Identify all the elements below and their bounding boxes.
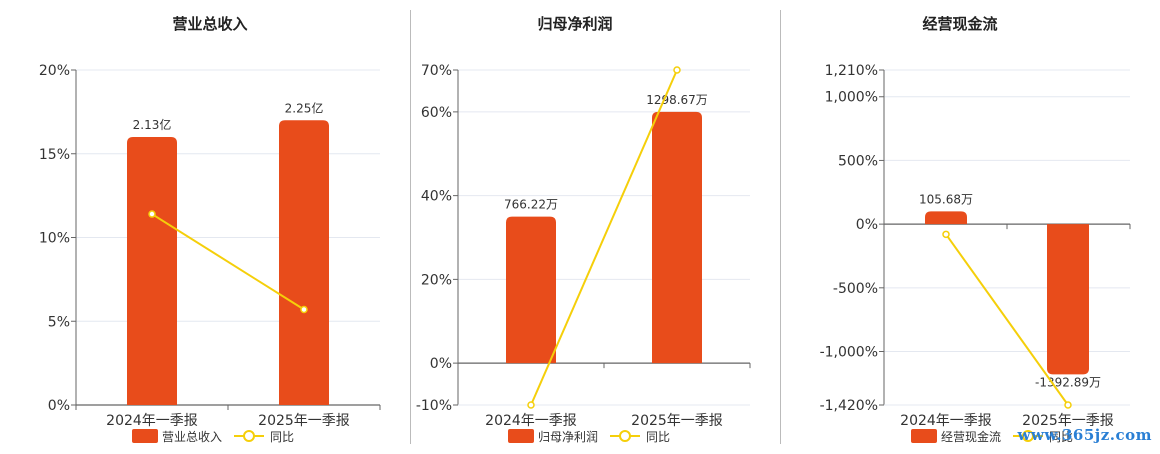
y-tick-label: -1,420%: [820, 398, 878, 414]
bar-data-label: 2.25亿: [285, 100, 324, 115]
y-tick-label: 20%: [39, 63, 70, 79]
bar[interactable]: [652, 111, 702, 364]
yoy-point[interactable]: [673, 66, 681, 74]
legend-line-label: 同比: [270, 430, 294, 444]
chart-title: 营业总收入: [172, 15, 247, 33]
watermark: www.365jz.com: [1017, 426, 1152, 444]
y-tick-label: -1,000%: [820, 345, 878, 361]
y-tick-label: 0%: [430, 356, 452, 372]
y-tick-label: 10%: [39, 231, 70, 247]
bar-data-label: -1392.89万: [1035, 375, 1101, 389]
y-tick-label: 0%: [48, 398, 70, 414]
y-tick-label: 500%: [838, 153, 878, 169]
y-tick-label: 15%: [39, 147, 70, 163]
bar-data-label: 2.13亿: [133, 117, 172, 132]
legend-bar-label: 归母净利润: [538, 430, 598, 444]
legend-line-marker: [243, 430, 255, 442]
chart-title: 经营现金流: [922, 15, 997, 33]
legend-bar-swatch: [132, 429, 158, 443]
legend-bar-swatch: [911, 429, 937, 443]
bar[interactable]: [127, 137, 177, 405]
yoy-point[interactable]: [942, 230, 950, 239]
bar-data-label: 1298.67万: [646, 93, 708, 107]
x-category-label: 2025年一季报: [258, 413, 350, 429]
yoy-point[interactable]: [527, 401, 535, 409]
y-tick-label: 5%: [48, 314, 70, 330]
legend-line-label: 同比: [1049, 430, 1073, 444]
yoy-line: [151, 213, 305, 311]
x-category-label: 2024年一季报: [900, 413, 992, 429]
panel-divider: [410, 10, 411, 444]
yoy-point[interactable]: [148, 210, 156, 218]
x-category-label: 2025年一季报: [1022, 413, 1114, 429]
y-tick-label: -500%: [833, 281, 878, 297]
legend-line-marker: [619, 430, 631, 442]
y-tick-label: 1,210%: [825, 63, 878, 79]
legend-bar-label: 营业总收入: [162, 430, 222, 444]
legend-bar-swatch: [508, 429, 534, 443]
panel-divider: [780, 10, 781, 444]
bar[interactable]: [925, 211, 967, 225]
yoy-line: [530, 69, 678, 406]
yoy-point[interactable]: [300, 305, 308, 314]
x-category-label: 2025年一季报: [631, 413, 723, 429]
bar[interactable]: [506, 216, 556, 364]
legend-line-marker: [1022, 430, 1034, 442]
legend-line-label: 同比: [646, 430, 670, 444]
yoy-line: [945, 233, 1069, 406]
bar[interactable]: [279, 120, 329, 405]
x-category-label: 2024年一季报: [485, 413, 577, 429]
bar[interactable]: [1047, 224, 1089, 375]
y-tick-label: -10%: [416, 398, 452, 414]
y-tick-label: 1,000%: [825, 90, 878, 106]
y-tick-label: 60%: [421, 105, 452, 121]
y-tick-label: 40%: [421, 189, 452, 205]
y-tick-label: 20%: [421, 272, 452, 288]
y-tick-label: 70%: [421, 63, 452, 79]
x-category-label: 2024年一季报: [106, 413, 198, 429]
bar-data-label: 766.22万: [504, 198, 558, 212]
bar-data-label: 105.68万: [919, 192, 973, 206]
y-tick-label: 0%: [856, 217, 878, 233]
chart-title: 归母净利润: [537, 15, 612, 33]
legend-bar-label: 经营现金流: [941, 429, 1001, 444]
yoy-point[interactable]: [1064, 401, 1072, 409]
